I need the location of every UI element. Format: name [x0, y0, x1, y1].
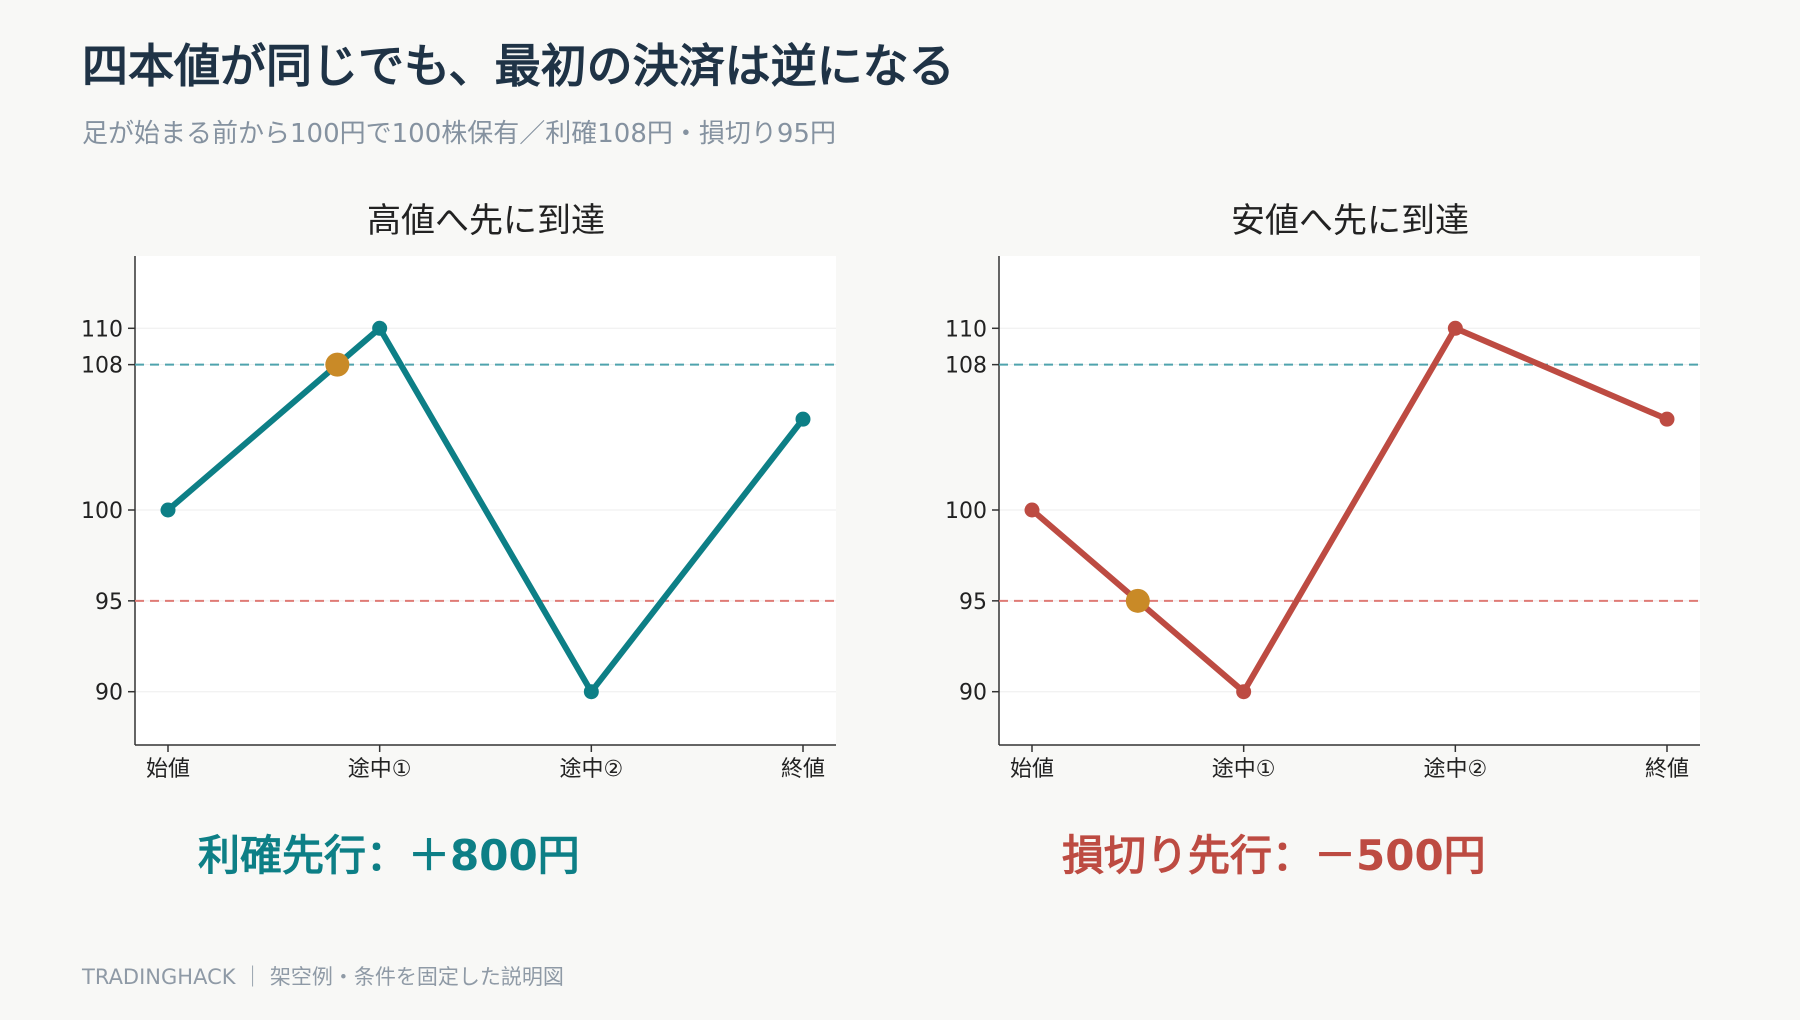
page-title: 四本値が同じでも、最初の決済は逆になる — [82, 39, 955, 93]
x-tick-label: 終値 — [781, 757, 825, 782]
chart-title: 安値へ先に到達 — [1231, 201, 1469, 241]
result-high-first: 利確先行：＋800円 — [198, 831, 580, 880]
x-tick-label: 終値 — [1645, 757, 1689, 782]
data-point — [795, 411, 811, 427]
data-point — [1447, 320, 1463, 336]
y-tick-label: 95 — [95, 590, 123, 615]
x-tick-label: 途中② — [1423, 757, 1487, 782]
result-low-first: 損切り先行：－500円 — [1062, 831, 1486, 880]
chart-low-first: 90 95 100 108 110 始値 途中① 途中② 終値 安値へ先に到達 — [945, 201, 1700, 782]
x-tick-label: 途中② — [559, 757, 623, 782]
footer-credit: TRADINGHACK ｜ 架空例・条件を固定した説明図 — [82, 965, 564, 989]
y-tick-label: 108 — [81, 354, 123, 379]
chart-high-first: 90 95 100 108 110 始値 途中① 途中② 終値 高値へ先に到達 — [81, 201, 836, 782]
y-tick-label: 110 — [945, 317, 987, 342]
x-tick-label: 始値 — [1010, 757, 1054, 782]
x-tick-label: 始値 — [146, 757, 190, 782]
data-point — [1659, 411, 1675, 427]
data-point — [583, 684, 599, 700]
page-subtitle: 足が始まる前から100円で100株保有／利確108円・損切り95円 — [82, 119, 836, 149]
trigger-point — [325, 352, 350, 377]
data-point — [372, 320, 388, 336]
plot-area — [999, 256, 1700, 745]
y-tick-label: 110 — [81, 317, 123, 342]
y-tick-label: 90 — [959, 681, 987, 706]
x-tick-label: 途中① — [1212, 757, 1276, 782]
plot-area — [135, 256, 836, 745]
series-line — [165, 325, 806, 695]
y-tick-label: 108 — [945, 354, 987, 379]
y-tick-label: 100 — [81, 499, 123, 524]
y-tick-label: 95 — [959, 590, 987, 615]
data-point — [1236, 684, 1252, 700]
data-point — [1024, 502, 1040, 518]
y-tick-label: 90 — [95, 681, 123, 706]
data-point — [160, 502, 176, 518]
chart-title: 高値へ先に到達 — [367, 201, 605, 241]
y-tick-label: 100 — [945, 499, 987, 524]
trigger-point — [1125, 588, 1150, 613]
x-tick-label: 途中① — [348, 757, 412, 782]
